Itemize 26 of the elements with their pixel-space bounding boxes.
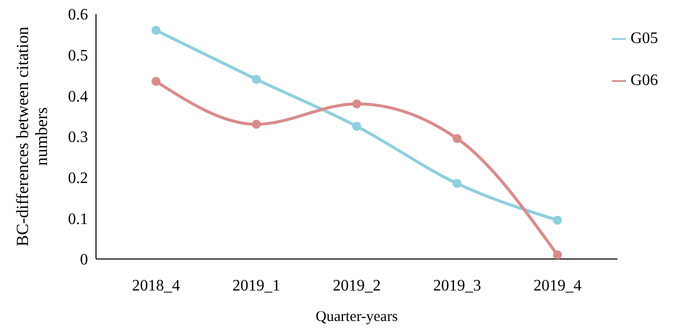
point bbox=[352, 99, 362, 108]
point bbox=[152, 76, 160, 86]
y-tick-label: 0.5 bbox=[68, 48, 88, 65]
y-tick-label: 0.3 bbox=[68, 129, 88, 146]
y-tick-label: 0.2 bbox=[68, 170, 88, 188]
x-axis-title: Quarter-years bbox=[316, 309, 398, 325]
x-tick-label: 2019_1 bbox=[232, 277, 280, 294]
legend-label: G05 bbox=[630, 30, 658, 47]
point bbox=[452, 134, 462, 144]
y-tick-label: 0.4 bbox=[68, 88, 88, 106]
y-tick-label: 0 bbox=[80, 252, 88, 269]
x-tick-label: 2019_4 bbox=[533, 277, 582, 294]
y-axis-title: BC-differences between citation numbers bbox=[13, 26, 51, 246]
y-tick-label: 0.6 bbox=[68, 6, 88, 24]
y-tick-label: 0.1 bbox=[68, 210, 88, 228]
x-tick-label: 2019_3 bbox=[433, 277, 482, 294]
point bbox=[552, 216, 562, 225]
point bbox=[152, 26, 160, 35]
point bbox=[252, 120, 261, 129]
x-tick-label: 2019_2 bbox=[332, 277, 381, 294]
point bbox=[552, 250, 562, 259]
legend-label: G06 bbox=[630, 72, 658, 89]
x-tick-label: 2018_4 bbox=[132, 277, 180, 294]
point bbox=[452, 178, 462, 188]
point bbox=[352, 122, 362, 131]
point bbox=[252, 74, 261, 84]
